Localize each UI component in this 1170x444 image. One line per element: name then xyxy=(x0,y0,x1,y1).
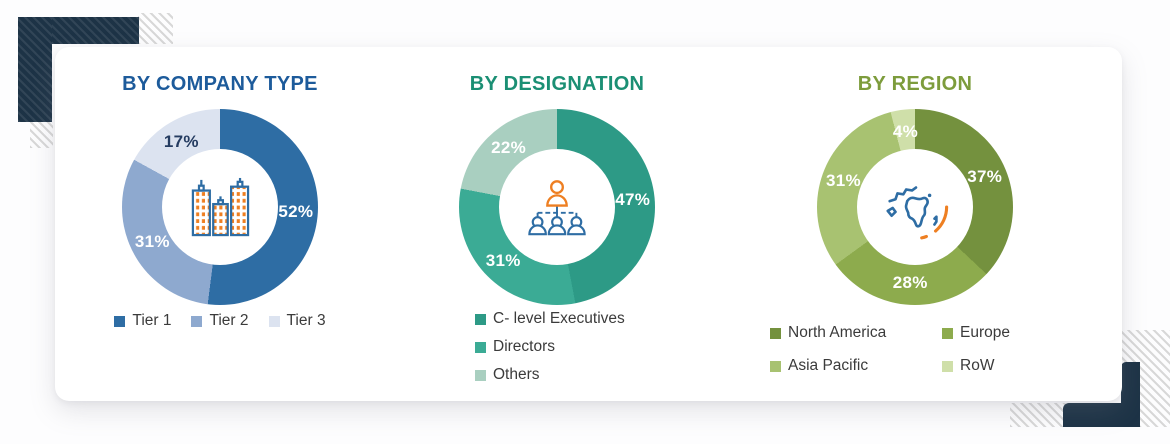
chart-card: BY COMPANY TYPE xyxy=(55,47,1122,401)
donut-hole-company-type xyxy=(162,149,278,265)
legend-item: C- level Executives xyxy=(475,310,625,328)
legend-label: North America xyxy=(788,324,887,341)
legend-swatch-north-america xyxy=(770,327,781,339)
legend-label: RoW xyxy=(960,357,995,374)
slice-label: 52% xyxy=(278,201,314,221)
legend-swatch-directors xyxy=(475,341,486,353)
legend-item: Directors xyxy=(475,338,555,356)
buildings-icon xyxy=(191,177,250,237)
slice-label: 31% xyxy=(485,250,521,270)
legend-label: Others xyxy=(493,366,540,383)
donut-hole-designation xyxy=(499,149,615,265)
chart-title-region: BY REGION xyxy=(857,73,973,95)
legend-swatch-tier3 xyxy=(268,315,280,327)
slice-label: 28% xyxy=(892,272,928,292)
legend-swatch-row xyxy=(942,360,953,372)
chart-block-region: BY REGION 37% 28% 31% 4% North Americ xyxy=(755,47,1075,401)
donut-company-type: 52% 31% 17% xyxy=(122,109,318,305)
legend-item: Europe xyxy=(942,324,1010,342)
legend-region: North America Europe Asia Pacific RoW xyxy=(770,324,1010,375)
legend-swatch-tier1 xyxy=(114,315,126,327)
slice-label: 31% xyxy=(826,171,861,191)
hatch-pattern-top-left xyxy=(138,13,173,44)
legend-swatch-europe xyxy=(942,327,953,339)
legend-item: Tier 3 xyxy=(268,312,326,330)
legend-swatch-tier2 xyxy=(191,315,203,327)
hatch-pattern-top-left-lower xyxy=(30,120,53,148)
legend-swatch-asia-pacific xyxy=(770,360,781,372)
donut-region: 37% 28% 31% 4% xyxy=(817,109,1013,305)
legend-label: Asia Pacific xyxy=(788,357,869,374)
slice-label: 37% xyxy=(967,166,1003,186)
legend-item: Asia Pacific xyxy=(770,357,942,375)
legend-swatch-clevel xyxy=(475,313,486,325)
legend-designation: C- level Executives Directors Others xyxy=(475,310,625,384)
slice-label: 4% xyxy=(892,121,919,141)
corner-bar-top-left-vertical xyxy=(18,17,52,122)
legend-company-type: Tier 1 Tier 2 Tier 3 xyxy=(60,312,380,330)
chart-block-company-type: BY COMPANY TYPE xyxy=(60,47,380,401)
slice-label: 22% xyxy=(491,138,527,158)
corner-bar-bottom-right-vertical xyxy=(1121,362,1140,427)
legend-label: Tier 3 xyxy=(286,312,326,329)
donut-hole-region xyxy=(857,149,973,265)
legend-label: Tier 1 xyxy=(132,312,172,329)
legend-label: Directors xyxy=(493,338,556,355)
legend-item: Tier 1 xyxy=(114,312,171,330)
chart-title-designation: BY DESIGNATION xyxy=(469,73,645,95)
legend-label: C- level Executives xyxy=(493,310,625,327)
chart-block-designation: BY DESIGNATION xyxy=(397,47,717,401)
globe-icon xyxy=(881,173,949,241)
legend-item: Tier 2 xyxy=(191,312,249,330)
org-chart-icon xyxy=(528,180,586,236)
legend-label: Europe xyxy=(960,324,1010,341)
slice-label: 31% xyxy=(134,231,170,251)
chart-title-company-type: BY COMPANY TYPE xyxy=(122,73,318,95)
slice-label: 17% xyxy=(163,131,199,151)
legend-item: North America xyxy=(770,324,942,342)
legend-item: Others xyxy=(475,366,540,384)
legend-swatch-others xyxy=(475,369,486,381)
legend-item: RoW xyxy=(942,357,1010,375)
donut-designation: 47% 31% 22% xyxy=(459,109,655,305)
slice-label: 47% xyxy=(615,189,651,209)
legend-label: Tier 2 xyxy=(209,312,249,329)
